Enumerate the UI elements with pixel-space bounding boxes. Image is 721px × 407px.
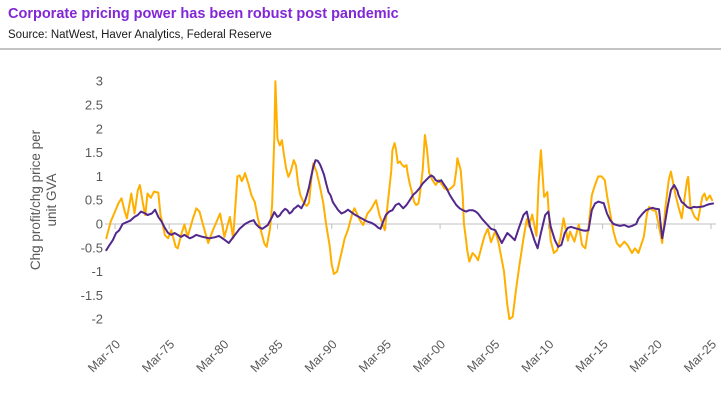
page-title: Corporate pricing power has been robust …: [8, 6, 399, 22]
y-axis-title: Chg profit/chg price perunit GVA: [28, 129, 59, 270]
y-tick-label: 2: [96, 121, 103, 136]
series-purple-line: [105, 159, 715, 252]
y-tick-label: -1.5: [81, 288, 103, 303]
x-tick-label: Mar-85: [248, 337, 286, 375]
y-tick-label: -1: [91, 264, 103, 279]
x-tick-label: Mar-25: [681, 337, 719, 375]
y-tick-label: 3: [96, 74, 103, 89]
y-tick-label: 1.5: [85, 145, 103, 160]
y-tick-label: -0.5: [81, 240, 103, 255]
header-separator: [0, 48, 721, 50]
x-tick-label: Mar-15: [573, 337, 611, 375]
y-tick-label: 0: [96, 217, 103, 232]
x-tick-label: Mar-05: [464, 337, 502, 375]
x-tick-label: Mar-70: [85, 337, 123, 375]
x-tick-label: Mar-10: [519, 337, 557, 375]
x-tick-label: Mar-95: [356, 337, 394, 375]
source-caption: Source: NatWest, Haver Analytics, Federa…: [8, 29, 272, 41]
y-tick-label: 0.5: [85, 193, 103, 208]
y-tick-label: 1: [96, 169, 103, 184]
x-tick-label: Mar-20: [627, 337, 665, 375]
x-tick-label: Mar-90: [302, 337, 340, 375]
x-tick-label: Mar-00: [410, 337, 448, 375]
y-tick-label: -2: [91, 312, 103, 327]
x-tick-label: Mar-80: [194, 337, 232, 375]
x-tick-label: Mar-75: [139, 337, 177, 375]
y-tick-label: 2.5: [85, 98, 103, 113]
series-gold-line: [105, 80, 714, 321]
